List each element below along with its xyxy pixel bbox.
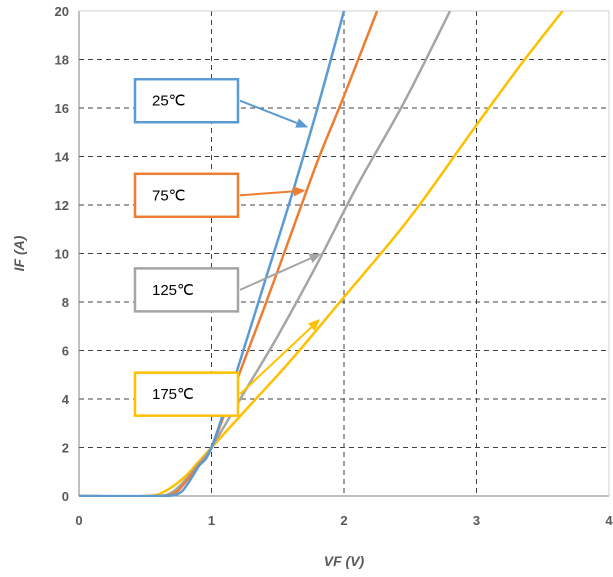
callout-arrow-head — [308, 253, 322, 263]
callout-box — [133, 371, 240, 417]
y-tick-label: 12 — [55, 198, 69, 213]
y-tick-label: 10 — [55, 247, 69, 262]
series-line-25c — [79, 10, 346, 497]
x-tick-labels: 0 1 2 3 4 — [75, 513, 613, 528]
x-tick-label: 2 — [340, 513, 347, 528]
callout-label: 75℃ — [152, 187, 186, 204]
x-tick-label: 0 — [75, 513, 82, 528]
temperature-callouts: 25℃ 75℃ 125℃ 175℃ — [133, 77, 322, 417]
series-line-175c — [79, 10, 564, 497]
callout-75c: 75℃ — [133, 172, 306, 219]
callout-arrow-head — [295, 118, 309, 128]
grid-lines — [79, 11, 609, 496]
y-tick-label: 8 — [62, 295, 69, 310]
y-tick-label: 20 — [55, 4, 69, 19]
y-tick-label: 16 — [55, 101, 69, 116]
callout-175c: 175℃ — [133, 318, 321, 417]
callout-box — [133, 267, 240, 313]
y-tick-label: 4 — [62, 392, 70, 407]
series-line-125c — [79, 10, 452, 497]
callout-label: 125℃ — [152, 282, 194, 299]
callout-label: 175℃ — [152, 386, 194, 403]
callout-box — [133, 172, 240, 219]
y-tick-label: 14 — [55, 150, 70, 165]
x-tick-label: 3 — [473, 513, 480, 528]
callout-arrow-line — [239, 257, 311, 291]
callout-25c: 25℃ — [133, 77, 309, 128]
x-axis-title: VF (V) — [324, 553, 365, 569]
y-tick-label: 18 — [55, 53, 69, 68]
x-tick-label: 1 — [208, 513, 215, 528]
y-axis-title: IF (A) — [11, 235, 27, 271]
callout-arrow-line — [239, 99, 298, 124]
callout-label: 25℃ — [152, 93, 186, 110]
callout-arrow-head — [293, 186, 306, 197]
y-tick-label: 2 — [62, 441, 69, 456]
y-tick-labels: 0 2 4 6 8 10 12 14 16 18 20 — [55, 4, 70, 504]
callout-arrow-line — [239, 190, 294, 197]
callout-arrow-line — [239, 326, 313, 395]
callout-box — [133, 77, 240, 124]
y-tick-label: 0 — [62, 489, 69, 504]
callout-arrow-head — [307, 318, 321, 331]
callout-125c: 125℃ — [133, 253, 322, 313]
y-tick-label: 6 — [62, 344, 69, 359]
x-tick-label: 4 — [605, 513, 613, 528]
